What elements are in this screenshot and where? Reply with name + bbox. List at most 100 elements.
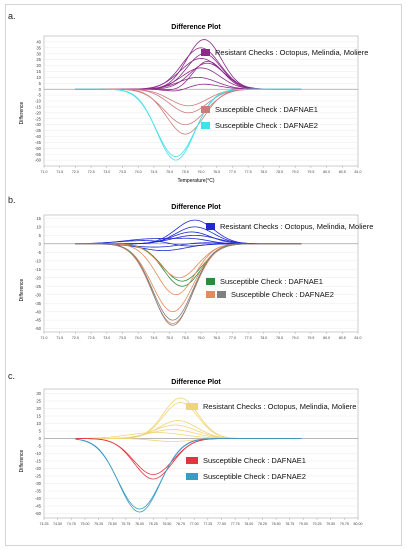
y-tick-label: -5 xyxy=(37,250,41,255)
x-tick-label: 78.00 xyxy=(244,522,253,526)
legend-label: Susceptible Check : DAFNAE1 xyxy=(220,277,323,286)
x-tick-label: 79.75 xyxy=(340,522,349,526)
x-tick-label: 78.5 xyxy=(276,170,283,174)
series-line-dafnae2 xyxy=(75,88,302,157)
x-tick-label: 76.75 xyxy=(176,522,185,526)
x-tick-label: 77.5 xyxy=(245,170,252,174)
y-tick-label: 5 xyxy=(39,233,42,238)
legend-label: Susceptible Check : DAFNAE1 xyxy=(215,105,318,114)
y-axis-label: Difference xyxy=(19,101,25,124)
panel-c: c. Difference Plot Difference 30 25 20 15 10… xyxy=(6,371,401,543)
y-tick-label: 15 xyxy=(36,69,41,74)
x-tick-label: 79.0 xyxy=(292,170,299,174)
y-tick-label: 30 xyxy=(36,51,41,56)
series-line-dafnae2 xyxy=(75,243,302,321)
y-tick-label: 15 xyxy=(36,216,41,221)
y-tick-label: -55 xyxy=(35,152,42,157)
x-tick-label: 73.5 xyxy=(119,336,126,340)
y-tick-label: -35 xyxy=(35,489,42,494)
y-tick-label: -10 xyxy=(35,451,42,456)
x-tick-label: 77.50 xyxy=(217,522,226,526)
y-tick-label: -35 xyxy=(35,128,42,133)
x-tick-label: 76.50 xyxy=(162,522,171,526)
y-axis-label: Difference xyxy=(19,278,25,301)
x-tick-label: 80.5 xyxy=(339,336,346,340)
x-tick-label: 75.0 xyxy=(166,170,173,174)
y-tick-label: -50 xyxy=(35,146,42,151)
y-tick-label: -40 xyxy=(35,309,42,314)
y-tick-label: -25 xyxy=(35,116,42,121)
y-tick-label: -60 xyxy=(35,158,42,163)
y-tick-label: -20 xyxy=(35,466,42,471)
x-tick-label: 73.5 xyxy=(119,170,126,174)
x-tick-label: 71.5 xyxy=(56,170,63,174)
x-tick-label: 78.25 xyxy=(258,522,267,526)
x-tick-label: 77.00 xyxy=(190,522,199,526)
series-line-resistant xyxy=(75,83,302,92)
x-tick-label: 79.5 xyxy=(307,170,314,174)
legend-label: Susceptible Check : DAFNAE2 xyxy=(231,290,334,299)
legend-swatch xyxy=(186,473,198,480)
x-tick-label: 80.5 xyxy=(339,170,346,174)
x-tick-label: 76.0 xyxy=(198,336,205,340)
x-tick-label: 79.00 xyxy=(299,522,308,526)
y-tick-label: 0 xyxy=(39,87,42,92)
x-tick-label: 72.5 xyxy=(88,170,95,174)
legend-swatch xyxy=(206,278,215,285)
legend-swatch xyxy=(217,291,226,298)
y-tick-label: -10 xyxy=(35,99,42,104)
legend-swatch xyxy=(186,403,198,410)
y-tick-label: -5 xyxy=(37,444,41,449)
x-tick-label: 73.0 xyxy=(103,170,110,174)
series-line-resistant xyxy=(75,240,302,247)
series-line-resistant xyxy=(75,58,302,90)
series-line-resistant xyxy=(75,39,302,90)
chart-c: Difference Plot Difference 30 25 20 15 10 5 0 -… xyxy=(19,379,363,526)
x-tick-label: 74.5 xyxy=(150,170,157,174)
x-tick-label: 78.75 xyxy=(285,522,294,526)
y-tick-label: -45 xyxy=(35,504,42,509)
x-tick-label: 74.0 xyxy=(135,170,142,174)
y-tick-label: -15 xyxy=(35,459,42,464)
y-tick-label: -40 xyxy=(35,134,42,139)
legend-label: Resistant Checks : Octopus, Melindia, Mo… xyxy=(215,48,368,57)
figure-frame: a. Difference Plot Difference Temperatur… xyxy=(5,4,402,546)
y-tick-label: -50 xyxy=(35,326,42,331)
chart-title: Difference Plot xyxy=(171,24,221,31)
legend-swatch xyxy=(186,457,198,464)
y-tick-label: -10 xyxy=(35,258,42,263)
series-line-dafnae1 xyxy=(75,243,302,282)
x-tick-label: 75.5 xyxy=(182,170,189,174)
x-tick-label: 78.50 xyxy=(272,522,281,526)
chart-title: Difference Plot xyxy=(171,379,221,386)
chart-title: Difference Plot xyxy=(171,204,221,211)
y-tick-label: -25 xyxy=(35,474,42,479)
y-tick-label: -5 xyxy=(37,93,41,98)
chart-a: Difference Plot Difference Temperature(°… xyxy=(19,24,368,184)
legend-label: Resistant Checks : Octopus, Melindia, Mo… xyxy=(203,402,356,411)
x-tick-label: 73.0 xyxy=(103,336,110,340)
x-tick-label: 72.0 xyxy=(72,170,79,174)
series-group xyxy=(75,39,302,161)
y-tick-label: 15 xyxy=(36,414,41,419)
x-tick-label: 75.5 xyxy=(182,336,189,340)
legend-swatch xyxy=(201,122,210,129)
x-tick-label: 74.75 xyxy=(67,522,76,526)
x-tick-label: 77.0 xyxy=(229,170,236,174)
y-tick-label: 10 xyxy=(36,421,41,426)
series-line-dafnae2 xyxy=(75,438,302,510)
x-tick-label: 75.75 xyxy=(121,522,130,526)
x-tick-label: 79.25 xyxy=(313,522,322,526)
x-tick-label: 76.5 xyxy=(213,170,220,174)
legend-label: Susceptible Check : DAFNAE1 xyxy=(203,456,306,465)
y-tick-label: 5 xyxy=(39,429,42,434)
x-tick-label: 71.0 xyxy=(41,170,48,174)
x-tick-label: 77.5 xyxy=(245,336,252,340)
series-line-resistant xyxy=(75,237,302,245)
x-tick-label: 74.25 xyxy=(40,522,49,526)
panel-b: b. Difference Plot Difference 15 10 5 0 -5 -1… xyxy=(6,195,401,367)
x-axis-label: Temperature(°C) xyxy=(177,178,214,184)
series-group xyxy=(75,219,302,326)
x-tick-label: 79.5 xyxy=(307,336,314,340)
x-tick-label: 77.0 xyxy=(229,336,236,340)
